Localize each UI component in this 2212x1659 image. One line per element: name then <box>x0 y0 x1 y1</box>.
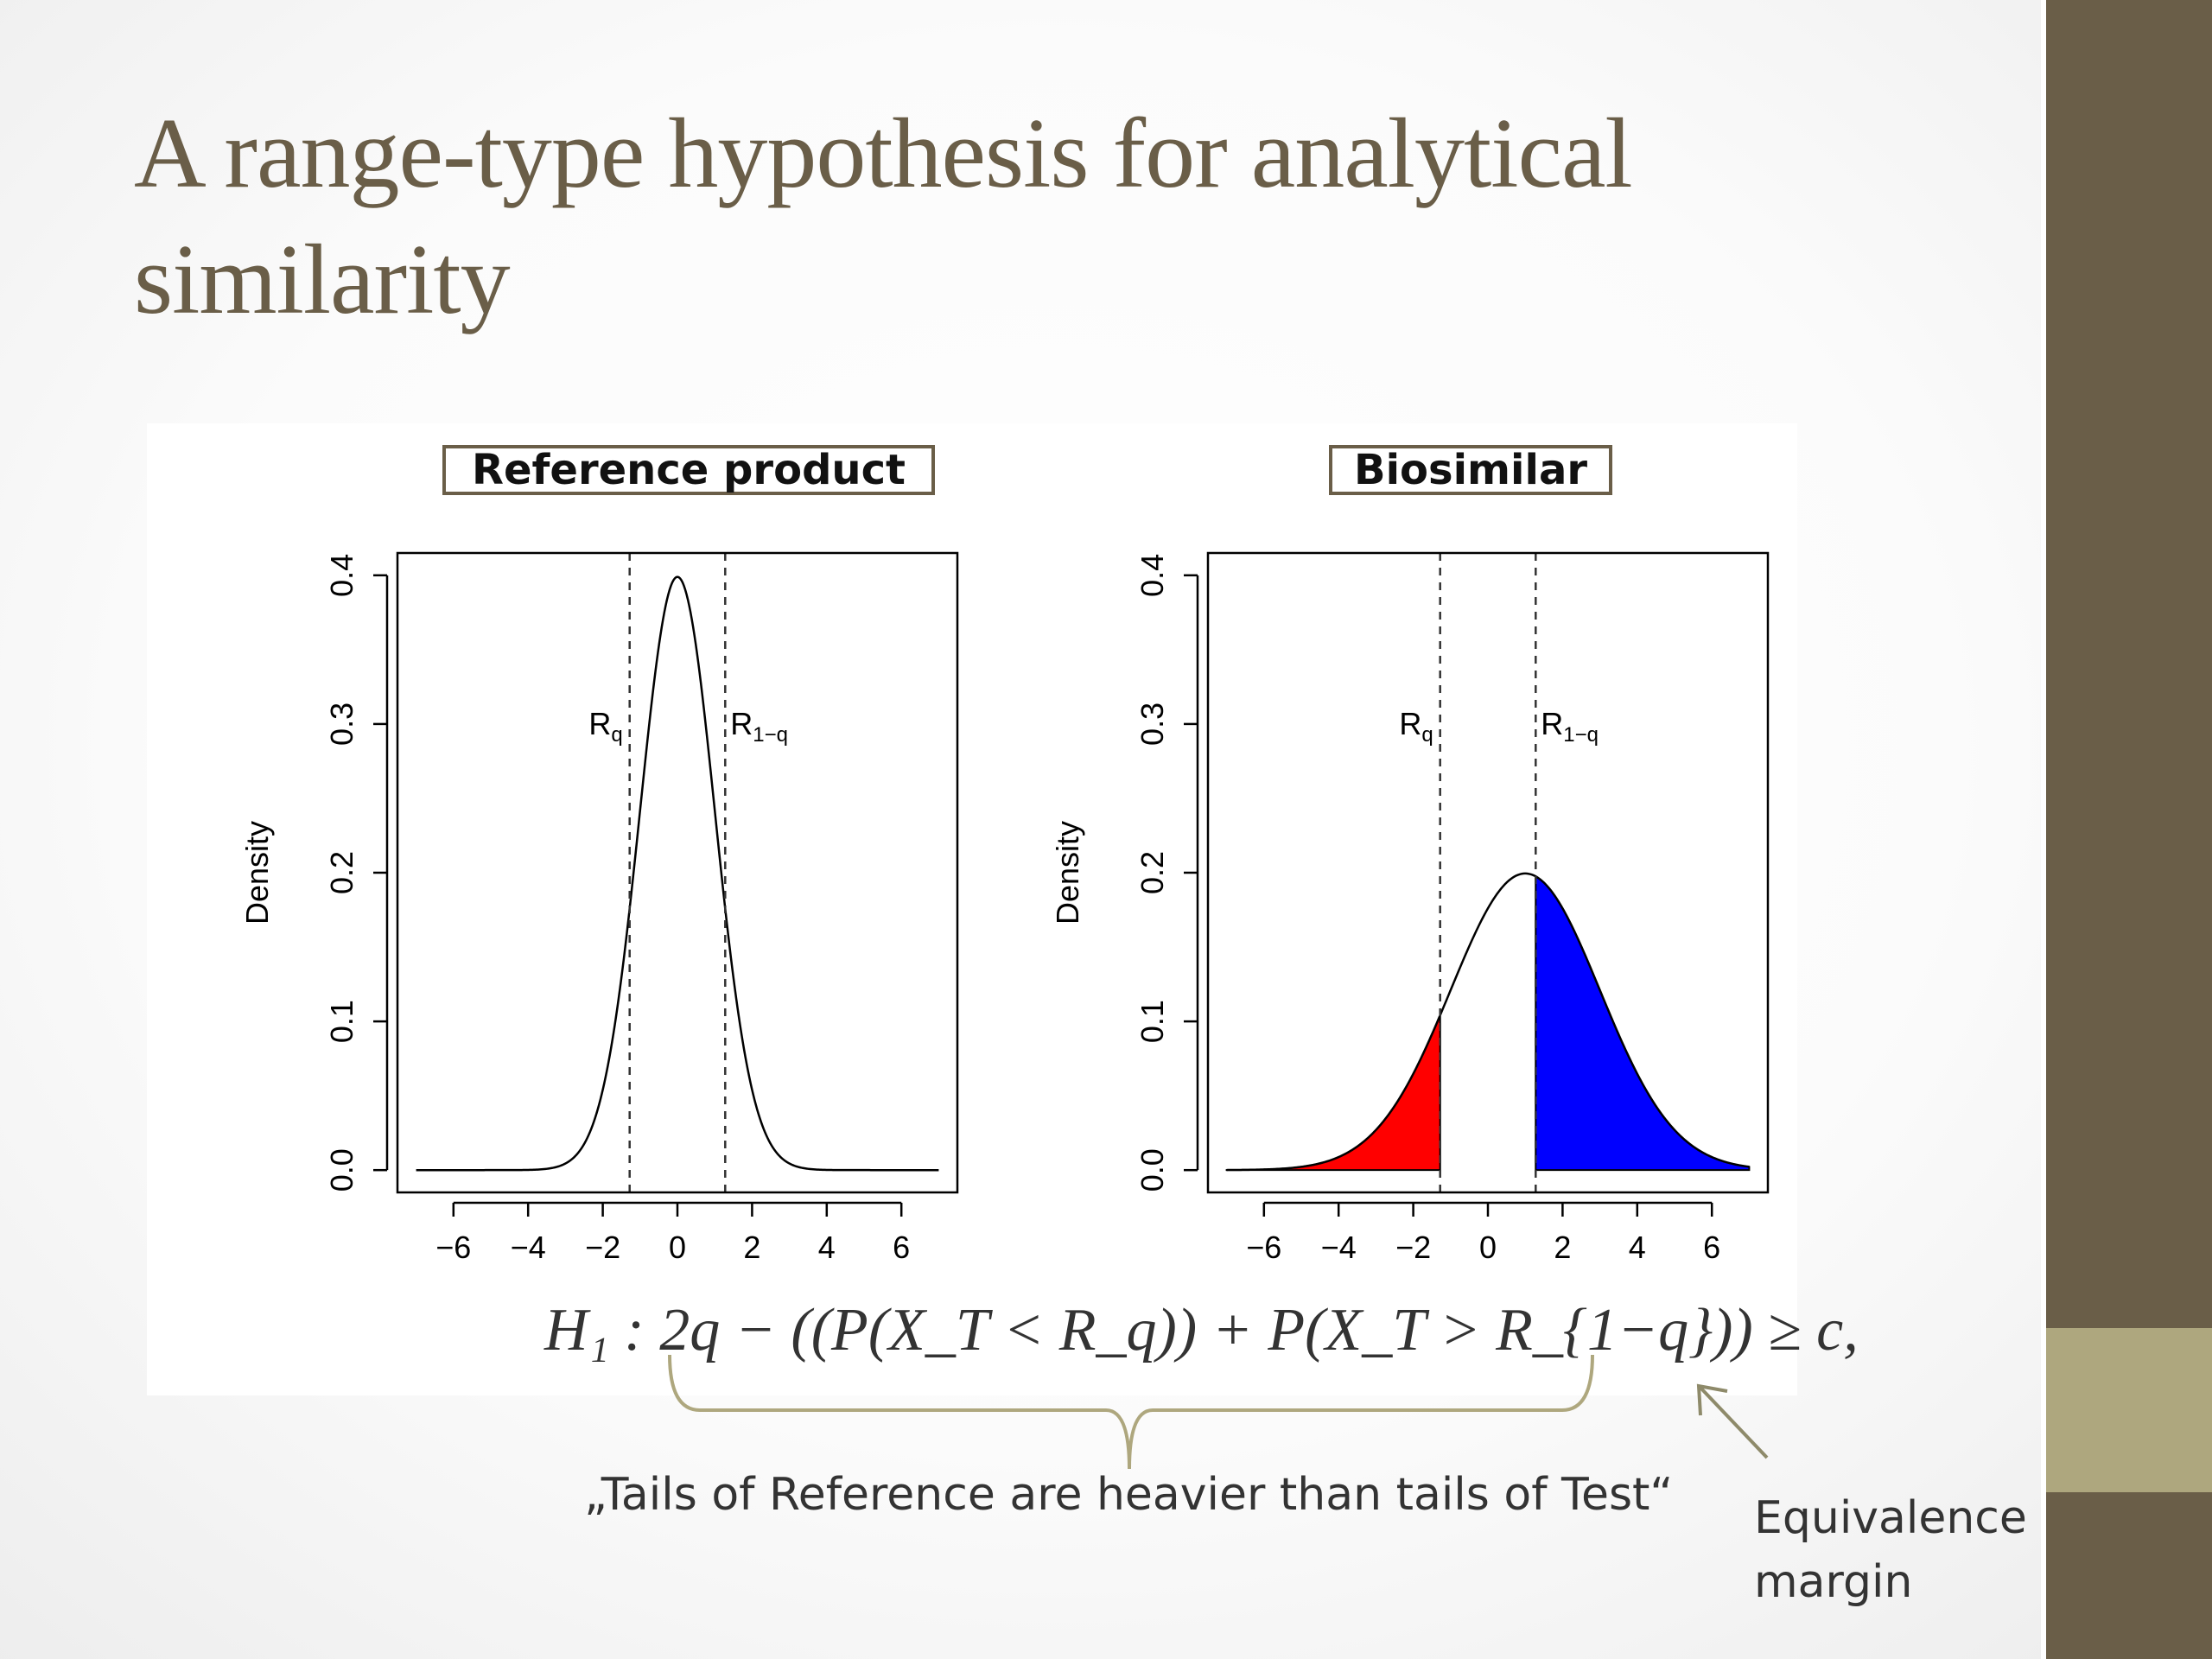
x-tick-label-5: 4 <box>818 1230 836 1265</box>
x-tick-label-2: −2 <box>1395 1230 1431 1265</box>
x-tick-label-3: 0 <box>669 1230 686 1265</box>
quantile-label-0: Rq <box>1399 706 1433 747</box>
equivalence-margin-label: Equivalence margin <box>1754 1486 2027 1614</box>
sidebar-accent-decoration <box>2046 1328 2212 1492</box>
y-tick-label-0: 0.0 <box>324 1148 359 1192</box>
x-tick-label-2: −2 <box>585 1230 620 1265</box>
y-tick-label-1: 0.1 <box>1135 1000 1170 1043</box>
plot-frame <box>396 551 959 1194</box>
y-tick-label-4: 0.4 <box>324 554 359 597</box>
y-tick-label-3: 0.3 <box>1135 702 1170 746</box>
x-tick-label-3: 0 <box>1479 1230 1497 1265</box>
shaded-tail-0 <box>1225 1014 1441 1172</box>
slide-title: A range-type hypothesis for analytical s… <box>134 99 1633 335</box>
x-tick-label-1: −4 <box>1321 1230 1357 1265</box>
y-tick-label-2: 0.2 <box>1135 851 1170 894</box>
quantile-label-1: R1−q <box>1541 706 1599 747</box>
y-tick-label-1: 0.1 <box>324 1000 359 1043</box>
x-tick-label-6: 6 <box>893 1230 910 1265</box>
x-tick-label-6: 6 <box>1703 1230 1720 1265</box>
x-tick-label-0: −6 <box>435 1230 471 1265</box>
quantile-label-0: Rq <box>588 706 622 747</box>
x-tick-label-0: −6 <box>1246 1230 1281 1265</box>
y-tick-label-4: 0.4 <box>1135 554 1170 597</box>
y-axis-title: Density <box>239 821 275 925</box>
equivalence-arrow <box>1699 1386 1769 1459</box>
margin-label-line-2: margin <box>1754 1556 1913 1608</box>
x-tick-label-4: 2 <box>743 1230 760 1265</box>
tails-caption: „Tails of Reference are heavier than tai… <box>584 1469 1674 1521</box>
y-axis-title: Density <box>1050 821 1085 925</box>
y-tick-label-0: 0.0 <box>1135 1148 1170 1192</box>
plot-frame <box>1206 551 1770 1194</box>
sidebar-edge <box>2041 0 2046 1659</box>
shaded-tail-1 <box>1535 874 1751 1172</box>
figure-panel <box>147 423 1797 1395</box>
x-tick-label-4: 2 <box>1554 1230 1571 1265</box>
margin-label-line-1: Equivalence <box>1754 1492 2027 1544</box>
y-tick-label-3: 0.3 <box>324 702 359 746</box>
x-tick-label-1: −4 <box>511 1230 546 1265</box>
density-curve <box>416 575 939 1172</box>
y-tick-label-2: 0.2 <box>324 851 359 894</box>
density-curve <box>1226 872 1750 1172</box>
panel-title-biosimilar: Biosimilar <box>1329 445 1612 495</box>
hypothesis-formula: H₁ : 2q − ((P(X_T < R_q)) + P(X_T > R_{1… <box>544 1297 1859 1363</box>
biosimilar-density-plot: Rq R1−q −6 −4 −2 0 2 4 6 0.0 0.1 0.2 0.3 0.4 Density <box>1035 527 1796 1279</box>
x-tick-label-5: 4 <box>1629 1230 1646 1265</box>
reference-density-plot: Rq R1−q −6 −4 −2 0 2 4 6 0.0 0.1 0.2 0.3 0.4 Density <box>225 527 985 1279</box>
panel-title-reference: Reference product <box>442 445 935 495</box>
quantile-label-1: R1−q <box>730 706 788 747</box>
